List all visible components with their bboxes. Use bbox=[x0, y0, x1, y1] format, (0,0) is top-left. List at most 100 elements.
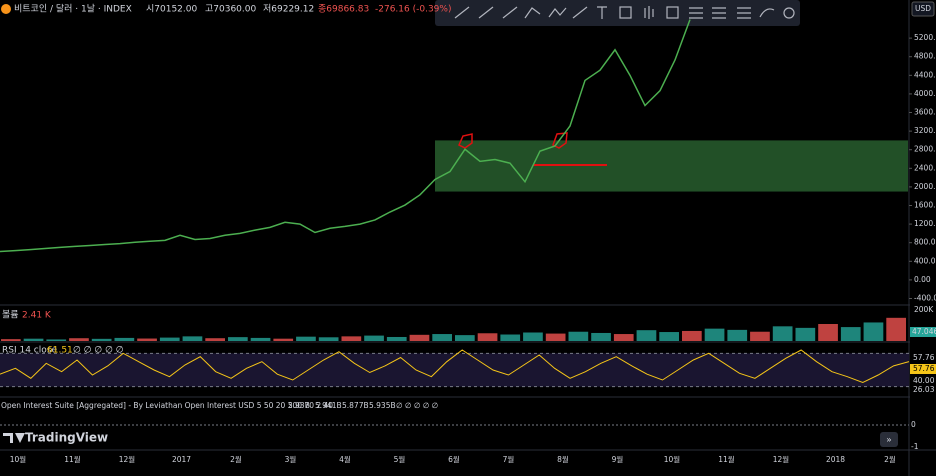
volume-bar bbox=[341, 336, 362, 341]
x-tick-label: 10월 bbox=[664, 454, 681, 464]
y-tick-label: 0.00 bbox=[914, 275, 931, 284]
rsi-empty: ∅ ∅ ∅ ∅ ∅ bbox=[73, 346, 124, 356]
x-tick-label: 9월 bbox=[612, 454, 624, 464]
x-tick-label: 2018 bbox=[826, 455, 845, 464]
volume-bar bbox=[886, 317, 906, 341]
y-tick-label: 200K bbox=[914, 305, 934, 314]
x-tick-label: 5월 bbox=[394, 454, 406, 464]
rsi-tag bbox=[910, 364, 936, 374]
rsi-line bbox=[0, 349, 910, 384]
rsi-label: 40.00 bbox=[913, 376, 935, 385]
low: 저69229.12 bbox=[263, 4, 314, 15]
y-tick-label: 3200.00 bbox=[914, 126, 936, 135]
drawn-mark bbox=[552, 132, 568, 149]
volume-bar bbox=[69, 338, 89, 341]
volume-bar bbox=[228, 337, 248, 341]
x-tick-label: 12월 bbox=[119, 454, 136, 464]
volume-bar bbox=[772, 326, 793, 341]
y-tick-label: 1200.00 bbox=[914, 219, 936, 228]
x-tick-label: 8월 bbox=[557, 454, 569, 464]
symbol: 비트코인 / 달러 · 1날 · INDEX bbox=[14, 3, 132, 15]
volume-bar bbox=[318, 337, 339, 341]
price-line bbox=[0, 19, 691, 253]
volume-bar bbox=[250, 337, 271, 341]
x-tick-label: 4월 bbox=[339, 454, 351, 464]
volume-bar bbox=[613, 334, 634, 341]
rsi-last: 61.51 bbox=[47, 346, 73, 356]
drawn-mark bbox=[458, 133, 473, 149]
volume-bar bbox=[137, 338, 157, 341]
volume-bar bbox=[545, 333, 566, 341]
y-tick-label: 5200.00 bbox=[914, 33, 936, 42]
volume-bar bbox=[795, 327, 816, 341]
x-tick-label: 6월 bbox=[448, 454, 460, 464]
y-tick-label: 800.00 bbox=[914, 238, 936, 247]
volume-bar bbox=[455, 335, 475, 341]
drawing-toolbar[interactable] bbox=[435, 0, 800, 26]
x-tick-label: 12월 bbox=[773, 454, 790, 464]
volume-bar bbox=[636, 330, 657, 341]
x-tick-label: 11월 bbox=[718, 454, 735, 464]
volume-bar bbox=[296, 336, 316, 341]
volume-bar bbox=[205, 338, 225, 341]
y-tick-label: 4000.00 bbox=[914, 89, 936, 98]
oi-axis: -1 bbox=[911, 442, 919, 451]
x-tick-label: 3월 bbox=[285, 454, 297, 464]
volume-tag bbox=[910, 327, 936, 337]
x-tick-label: 10월 bbox=[10, 454, 27, 464]
x-tick-label: 2017 bbox=[172, 455, 191, 464]
rsi-title: RSI 14 close bbox=[2, 346, 57, 356]
volume-bar bbox=[591, 332, 611, 341]
volume-bar bbox=[750, 331, 770, 341]
y-tick-label: 400.00 bbox=[914, 256, 936, 265]
y-tick-label: 4800.00 bbox=[914, 52, 936, 61]
volume-bar bbox=[523, 332, 543, 341]
volume-last: 2.41 K bbox=[22, 311, 52, 321]
volume-title: 볼륨 bbox=[2, 310, 19, 321]
y-tick-label: 1600.00 bbox=[914, 201, 936, 210]
volume-tag-text: 47.046 bbox=[912, 327, 936, 336]
y-tick-label: 3600.00 bbox=[914, 108, 936, 117]
currency-box[interactable] bbox=[911, 1, 935, 17]
y-tick-label: 2800.00 bbox=[914, 145, 936, 154]
high: 고70360.00 bbox=[205, 5, 256, 15]
y-tick-label: 2400.00 bbox=[914, 163, 936, 172]
volume-bar bbox=[682, 330, 702, 341]
oi-value: 5.935B bbox=[369, 401, 396, 410]
open: 시70152.00 bbox=[146, 4, 197, 15]
volume-bar bbox=[1, 339, 21, 341]
oi-title: Open Interest Suite [Aggregated] - By Le… bbox=[1, 401, 333, 410]
y-tick-label: 2000.00 bbox=[914, 182, 936, 191]
volume-bar bbox=[863, 322, 884, 341]
volume-bar bbox=[432, 334, 452, 341]
volume-bar bbox=[840, 327, 861, 341]
volume-bar bbox=[46, 339, 67, 341]
rsi-band bbox=[0, 353, 909, 387]
brand: TradingView bbox=[25, 431, 108, 445]
oi-value: 5.941B bbox=[315, 401, 342, 410]
scroll-button[interactable] bbox=[880, 432, 898, 447]
rsi-label: 57.76 bbox=[913, 364, 935, 373]
y-tick-label: -400.00 bbox=[914, 293, 936, 302]
zone bbox=[435, 140, 908, 192]
volume-bar bbox=[91, 338, 112, 341]
volume-bar bbox=[386, 336, 407, 341]
volume-bar bbox=[477, 333, 498, 341]
close: 종69866.83 bbox=[318, 4, 369, 15]
oi-axis: 0 bbox=[911, 420, 916, 429]
volume-bar bbox=[704, 328, 725, 341]
volume-bar bbox=[182, 336, 203, 341]
volume-bar bbox=[568, 331, 589, 341]
volume-bar bbox=[114, 337, 135, 341]
volume-bar bbox=[659, 332, 679, 341]
rsi-label: 57.76 bbox=[913, 353, 935, 362]
currency: USD bbox=[915, 4, 931, 13]
scroll-icon: » bbox=[886, 436, 892, 446]
x-tick-label: 2월 bbox=[884, 454, 896, 464]
brand-logo bbox=[3, 433, 25, 443]
x-tick-label: 2월 bbox=[230, 454, 242, 464]
volume-bar bbox=[364, 335, 384, 341]
volume-bar bbox=[23, 338, 44, 341]
oi-empty: ∅ ∅ ∅ ∅ ∅ bbox=[396, 401, 438, 410]
